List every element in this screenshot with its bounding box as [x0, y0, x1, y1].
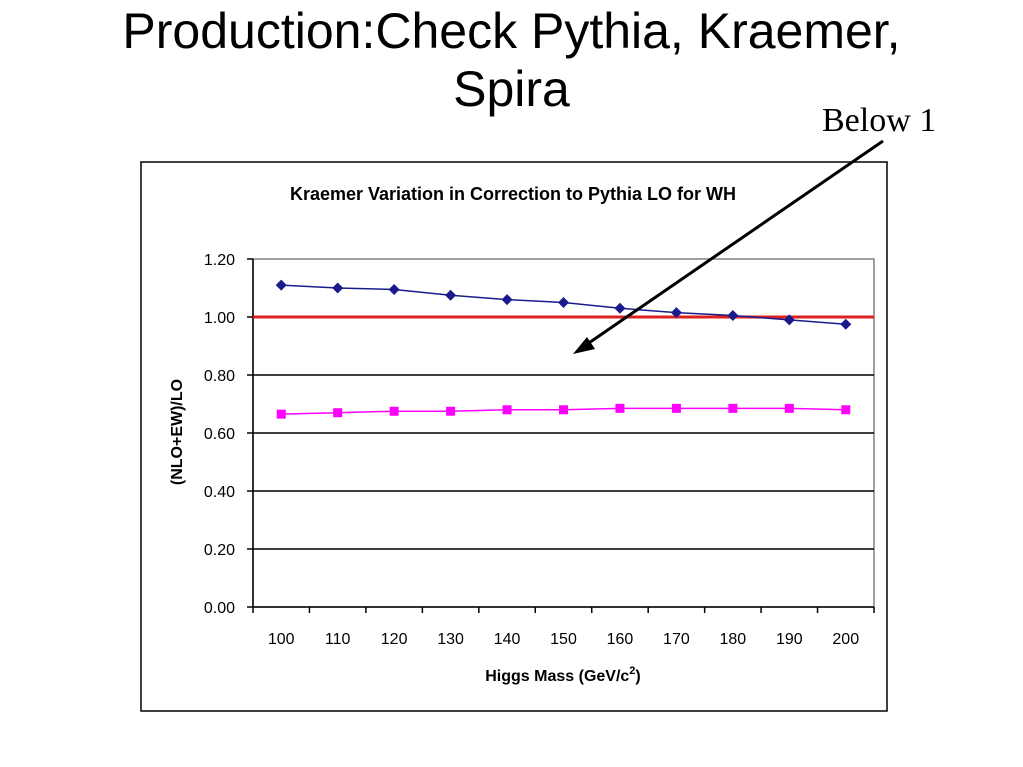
y-axis-ticks: 0.00 0.20 0.40 0.60 0.80 1.00 1.20	[204, 252, 253, 617]
arrow-head	[573, 337, 595, 354]
series-2-point	[728, 403, 738, 413]
chart-title: Kraemer Variation in Correction to Pythi…	[290, 184, 736, 204]
x-tick-label: 170	[663, 631, 690, 648]
series-1-point	[445, 289, 457, 301]
series-1-point	[840, 318, 852, 330]
series-1-point	[670, 307, 682, 319]
series-1-point	[783, 314, 795, 326]
series-2-point	[841, 405, 851, 415]
x-tick-label: 100	[268, 631, 295, 648]
series-2-point	[784, 403, 794, 413]
series-1-point	[614, 302, 626, 314]
series-2-point	[333, 408, 343, 418]
x-axis-label: Higgs Mass (GeV/c2)	[485, 665, 641, 685]
series-1-point	[275, 279, 287, 291]
x-tick-label: 200	[832, 631, 859, 648]
x-tick-label: 140	[494, 631, 521, 648]
x-tick-label: 160	[607, 631, 634, 648]
x-axis-ticks: 100 110 120 130 140 150 160 170 180 190 200	[252, 607, 875, 648]
x-axis-label-suffix: )	[635, 668, 640, 685]
slide-title: Production:Check Pythia, Kraemer, Spira	[0, 2, 1023, 118]
y-tick-label: 1.20	[204, 252, 235, 269]
slide-title-line-2: Spira	[453, 61, 570, 117]
x-tick-label: 110	[325, 631, 351, 648]
x-tick-label: 130	[437, 631, 464, 648]
series-1-point	[558, 297, 569, 308]
arrow-shaft	[582, 139, 884, 349]
series-group	[275, 279, 852, 419]
series-1-point	[388, 283, 400, 295]
below-one-annotation: Below 1	[822, 102, 937, 139]
series-2-point	[446, 406, 456, 416]
series-2-point	[671, 403, 681, 413]
x-tick-label: 180	[720, 631, 747, 648]
x-tick-label: 150	[550, 631, 577, 648]
y-tick-label: 0.20	[204, 542, 235, 559]
x-tick-label: 190	[776, 631, 803, 648]
series-2-point	[389, 406, 399, 416]
series-2-point	[276, 409, 286, 419]
y-tick-label: 0.00	[204, 600, 235, 617]
slide-title-line-1: Production:Check Pythia, Kraemer,	[122, 3, 901, 59]
series-2-point	[615, 403, 625, 413]
series-1-point	[332, 282, 344, 294]
y-tick-label: 0.60	[204, 426, 235, 443]
series-1-point	[501, 294, 513, 306]
chart-frame	[140, 161, 888, 712]
series-2-point	[502, 405, 512, 415]
y-axis-label: (NLO+EW)/LO	[169, 379, 186, 485]
x-axis-label-superscript: 2	[629, 665, 635, 677]
x-tick-label: 120	[381, 631, 408, 648]
y-tick-label: 0.40	[204, 484, 235, 501]
y-tick-label: 1.00	[204, 310, 235, 327]
series-2-point	[559, 405, 568, 415]
series-1-point	[727, 310, 739, 322]
y-tick-label: 0.80	[204, 368, 235, 385]
x-axis-label-text: Higgs Mass (GeV/c	[485, 668, 629, 685]
